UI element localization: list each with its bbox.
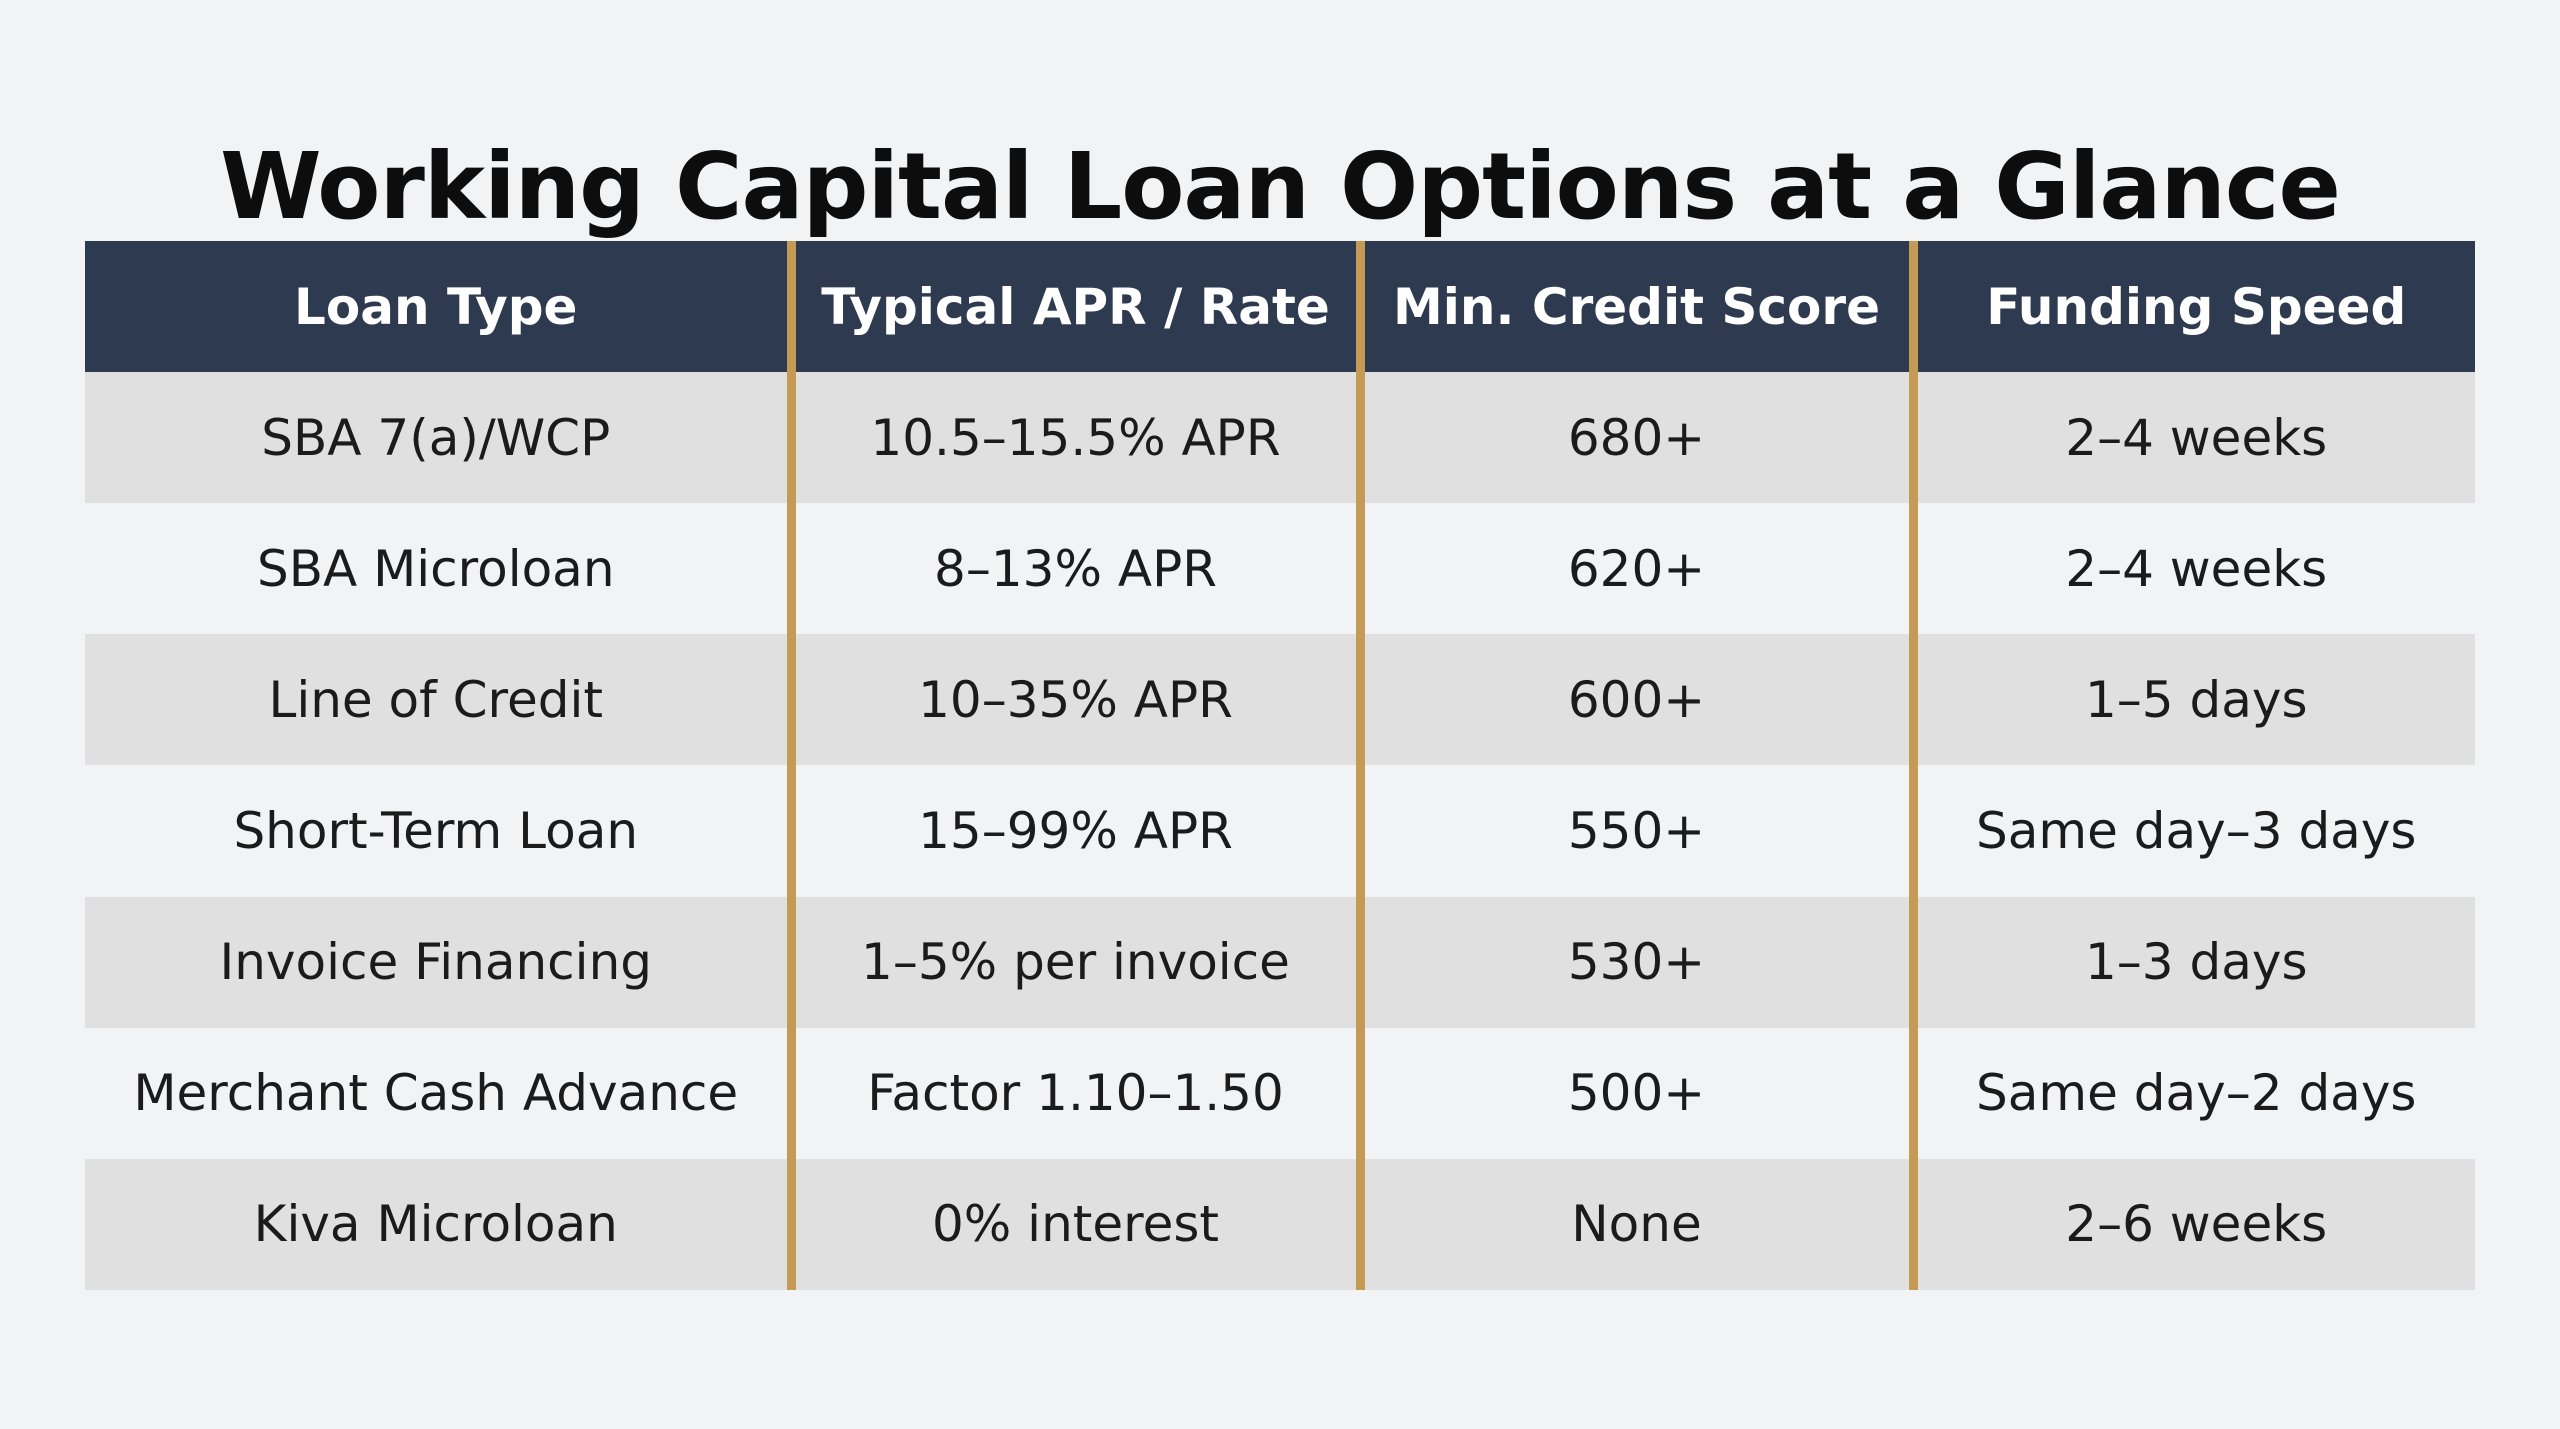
cell-min-credit-score: None <box>1360 1158 1918 1290</box>
cell-funding-speed: 2–4 weeks <box>1913 372 2475 504</box>
column-header-funding-speed: Funding Speed <box>1913 241 2475 372</box>
cell-loan-type: Short-Term Loan <box>85 765 796 897</box>
column-header-loan-type: Loan Type <box>85 241 796 372</box>
cell-typical-apr-rate: 1–5% per invoice <box>791 896 1365 1028</box>
page-title: Working Capital Loan Options at a Glance <box>220 132 2341 240</box>
cell-typical-apr-rate: 8–13% APR <box>791 503 1365 635</box>
cell-loan-type: Line of Credit <box>85 634 796 766</box>
cell-funding-speed: 1–3 days <box>1913 896 2475 1028</box>
table-header-row: Loan Type Typical APR / Rate Min. Credit… <box>85 241 2475 372</box>
cell-loan-type: SBA Microloan <box>85 503 796 635</box>
loan-options-table-container: Loan Type Typical APR / Rate Min. Credit… <box>85 241 2475 1290</box>
table-row: Invoice Financing 1–5% per invoice 530+ … <box>85 896 2475 1028</box>
table-row: SBA Microloan 8–13% APR 620+ 2–4 weeks <box>85 503 2475 635</box>
cell-min-credit-score: 600+ <box>1360 634 1918 766</box>
cell-funding-speed: 1–5 days <box>1913 634 2475 766</box>
table-row: Short-Term Loan 15–99% APR 550+ Same day… <box>85 765 2475 897</box>
cell-min-credit-score: 620+ <box>1360 503 1918 635</box>
table-row: Line of Credit 10–35% APR 600+ 1–5 days <box>85 634 2475 766</box>
table-row: SBA 7(a)/WCP 10.5–15.5% APR 680+ 2–4 wee… <box>85 372 2475 504</box>
table-row: Kiva Microloan 0% interest None 2–6 week… <box>85 1158 2475 1290</box>
cell-funding-speed: 2–6 weeks <box>1913 1158 2475 1290</box>
cell-funding-speed: 2–4 weeks <box>1913 503 2475 635</box>
cell-loan-type: SBA 7(a)/WCP <box>85 372 796 504</box>
table-header: Loan Type Typical APR / Rate Min. Credit… <box>85 241 2475 372</box>
cell-typical-apr-rate: Factor 1.10–1.50 <box>791 1027 1365 1159</box>
cell-min-credit-score: 530+ <box>1360 896 1918 1028</box>
cell-loan-type: Merchant Cash Advance <box>85 1027 796 1159</box>
table-body: SBA 7(a)/WCP 10.5–15.5% APR 680+ 2–4 wee… <box>85 372 2475 1290</box>
column-header-typical-apr-rate: Typical APR / Rate <box>791 241 1365 372</box>
table-row: Merchant Cash Advance Factor 1.10–1.50 5… <box>85 1027 2475 1159</box>
cell-loan-type: Kiva Microloan <box>85 1158 796 1290</box>
cell-typical-apr-rate: 15–99% APR <box>791 765 1365 897</box>
cell-typical-apr-rate: 0% interest <box>791 1158 1365 1290</box>
cell-loan-type: Invoice Financing <box>85 896 796 1028</box>
cell-typical-apr-rate: 10.5–15.5% APR <box>791 372 1365 504</box>
cell-typical-apr-rate: 10–35% APR <box>791 634 1365 766</box>
loan-options-table: Loan Type Typical APR / Rate Min. Credit… <box>85 241 2475 1290</box>
cell-funding-speed: Same day–2 days <box>1913 1027 2475 1159</box>
cell-min-credit-score: 550+ <box>1360 765 1918 897</box>
column-header-min-credit-score: Min. Credit Score <box>1360 241 1918 372</box>
cell-min-credit-score: 680+ <box>1360 372 1918 504</box>
cell-funding-speed: Same day–3 days <box>1913 765 2475 897</box>
cell-min-credit-score: 500+ <box>1360 1027 1918 1159</box>
